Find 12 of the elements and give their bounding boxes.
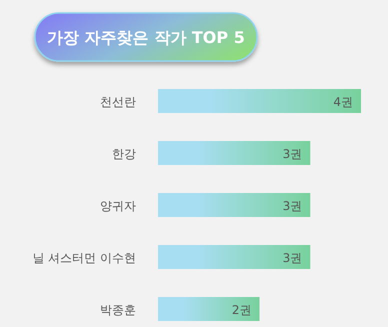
value-label: 3권 [282, 147, 302, 161]
category-label: 양귀자 [100, 199, 136, 213]
value-label: 3권 [282, 199, 302, 213]
category-label: 한강 [112, 147, 136, 161]
chart-title: 가장 자주찾은 작가 TOP 5 [47, 28, 245, 47]
value-label: 2권 [232, 303, 252, 317]
category-label: 닐 셔스터먼 이수현 [32, 251, 136, 265]
value-label: 3권 [282, 251, 302, 265]
category-label: 박종훈 [100, 303, 136, 317]
category-label: 천선란 [100, 95, 136, 109]
title: 가장 자주찾은 작가 TOP 5 [34, 12, 258, 62]
value-label: 4권 [333, 95, 353, 109]
